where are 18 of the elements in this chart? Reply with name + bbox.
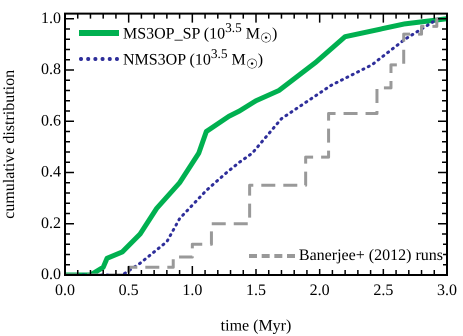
y-tick-label: 0.6 (41, 112, 61, 130)
y-tick-label: 0.4 (41, 164, 61, 181)
x-tick-label: 1.0 (182, 282, 202, 299)
y-tick-label: 1.0 (41, 10, 61, 27)
x-tick-label: 3.0 (437, 282, 457, 299)
y-tick-label: 0.8 (41, 61, 61, 78)
y-axis-title: cumulative distribution (0, 70, 18, 219)
legend-label: NMS3OP (10$^{3.5}$ M$_{☉}$) (123, 46, 264, 72)
x-tick-label: 1.5 (246, 282, 266, 299)
y-tick-label: 0.2 (41, 214, 61, 232)
legend-label: MS3OP_SP (10$^{3.5}$ M$_{☉}$) (123, 20, 278, 46)
x-tick-label: 0.5 (118, 282, 139, 299)
legend-label: Banerjee+ (2012) runs (298, 247, 443, 264)
y-tick-label: 0.0 (41, 266, 61, 284)
x-tick-label: 2.5 (373, 282, 394, 299)
x-tick-label: 2.0 (310, 282, 330, 299)
x-axis-title: time (Myr) (220, 318, 292, 335)
x-tick-label: 0.0 (55, 282, 75, 299)
